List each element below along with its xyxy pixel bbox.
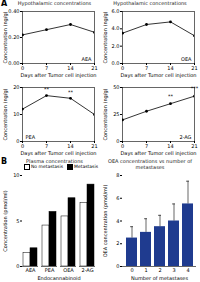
svg-text:0: 0 [21,143,24,149]
svg-text:50: 50 [113,84,119,90]
svg-text:0.40: 0.40 [8,8,19,14]
svg-text:0.00: 0.00 [8,60,19,66]
html-text:Plasma concentrations: Plasma concentrations [26,158,83,164]
svg-text:0: 0 [21,65,24,71]
html-text:Hypothalamic concentrations: Hypothalamic concentrations [17,0,92,6]
svg-text:Number of metastases: Number of metastases [131,275,188,281]
svg-text:4: 4 [186,267,189,273]
svg-text:0: 0 [116,138,119,144]
svg-text:4: 4 [116,218,119,224]
svg-text:10: 10 [13,111,19,117]
svg-text:2: 2 [158,267,161,273]
svg-text:Endocannabinoid: Endocannabinoid [37,275,80,281]
svg-text:PEA: PEA [26,134,36,140]
svg-text:Days after Tumor cell injectio: Days after Tumor cell injection [20,72,96,79]
svg-text:Concentration (ng/g): Concentration (ng/g) [102,11,109,63]
svg-text:**: ** [168,93,174,99]
svg-text:0: 0 [16,138,19,144]
svg-text:OEA concentration (pmol/ml): OEA concentration (pmol/ml) [102,185,109,258]
svg-text:AEA: AEA [26,267,37,273]
svg-text:0: 0 [16,263,19,269]
svg-text:2-AG: 2-AG [81,267,93,273]
svg-text:PEA: PEA [45,267,55,273]
svg-text:Days after Tumor cell injectio: Days after Tumor cell injection [120,150,196,157]
svg-text:14: 14 [167,65,173,71]
svg-text:Concentration (ng/g): Concentration (ng/g) [102,88,109,140]
svg-text:21: 21 [91,143,97,149]
svg-text:0: 0 [121,143,124,149]
svg-text:0.20: 0.20 [8,34,19,40]
svg-text:OEA: OEA [63,267,74,273]
svg-text:**: ** [68,89,74,95]
svg-text:OEA: OEA [181,56,192,62]
svg-text:6: 6 [116,195,119,201]
svg-text:14: 14 [167,143,173,149]
svg-text:Concentration (ng/g): Concentration (ng/g) [2,11,9,63]
html-text:OEA concentrations vs number o: OEA concentrations vs number of metastas… [108,158,192,170]
svg-text:14: 14 [67,65,73,71]
svg-text:3: 3 [172,267,175,273]
svg-text:Days after Tumor cell injectio: Days after Tumor cell injection [20,150,96,157]
svg-text:5: 5 [16,218,19,224]
svg-text:21: 21 [191,65,197,71]
svg-text:0: 0 [116,263,119,269]
html-text:B: B [1,157,8,166]
svg-text:0.0: 0.0 [112,60,120,66]
svg-text:21: 21 [91,65,97,71]
svg-text:21: 21 [191,143,197,149]
svg-text:7: 7 [45,143,48,149]
svg-text:2-AG: 2-AG [179,134,191,140]
svg-text:25: 25 [113,111,119,117]
svg-text:Days after Tumor cell injectio: Days after Tumor cell injection [120,72,196,79]
svg-text:Concentration (pmol/ml): Concentration (pmol/ml) [2,191,9,252]
svg-text:AEA: AEA [82,56,93,62]
svg-text:14: 14 [67,143,73,149]
svg-text:8: 8 [116,172,119,178]
html-text:Hypothalamic concentrations: Hypothalamic concentrations [113,0,187,6]
svg-text:6.0: 6.0 [112,8,120,14]
html-text:No metastasis: No metastasis [31,164,63,170]
svg-text:0: 0 [130,267,133,273]
svg-text:4.0: 4.0 [112,25,120,31]
svg-text:7: 7 [145,65,148,71]
svg-text:10: 10 [13,172,19,178]
svg-text:7: 7 [145,143,148,149]
svg-text:**: ** [44,86,50,92]
html-text:A: A [1,0,8,8]
svg-text:2: 2 [116,240,119,246]
html-text:Metastasis: Metastasis [74,164,98,170]
svg-text:0: 0 [121,65,124,71]
svg-text:***: *** [191,85,199,91]
svg-text:1: 1 [144,267,147,273]
svg-text:7: 7 [45,65,48,71]
svg-text:20: 20 [13,84,19,90]
svg-text:2.0: 2.0 [112,43,120,49]
svg-text:Concentration (ng/g): Concentration (ng/g) [2,88,9,140]
